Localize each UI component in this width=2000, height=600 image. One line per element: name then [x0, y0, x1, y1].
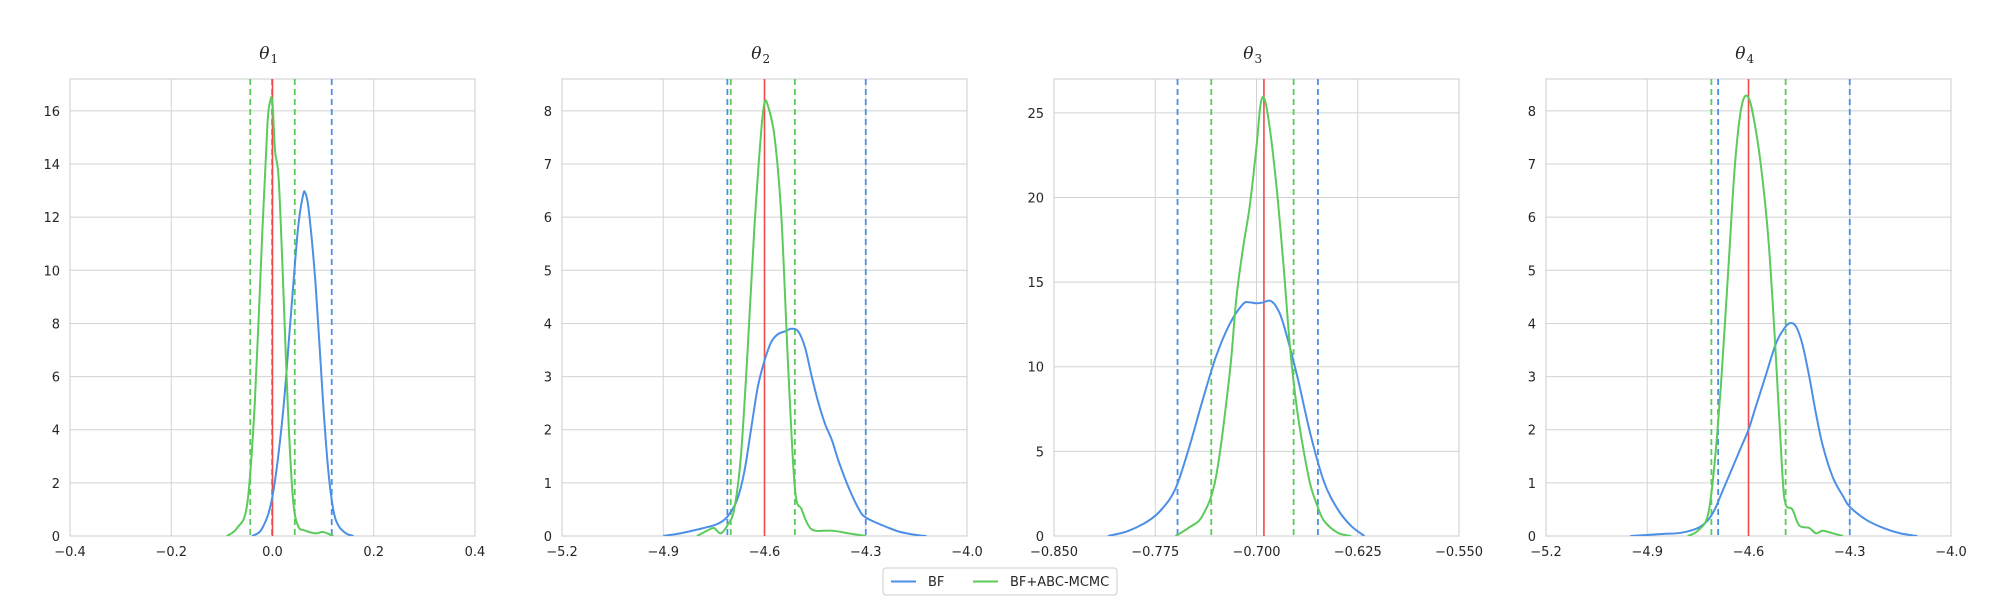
- x-tick-label: −4.9: [647, 545, 679, 560]
- legend-label-bf-abc-mcmc: BF+ABC-MCMC: [1010, 575, 1109, 590]
- x-tick-label: −0.550: [1435, 545, 1483, 560]
- panel-title-subscript: 3: [1255, 52, 1263, 66]
- y-tick-label: 4: [544, 317, 552, 332]
- plot-area: [663, 79, 927, 536]
- y-tick-label: 4: [1528, 317, 1536, 332]
- y-tick-label: 14: [43, 158, 60, 173]
- x-tick-label: 0.4: [465, 545, 486, 560]
- bf-abc-mcmc-density-curve: [1174, 95, 1352, 536]
- x-tick-label: −0.700: [1232, 545, 1280, 560]
- bf-abc-mcmc-density-curve: [1687, 94, 1844, 536]
- bf-abc-mcmc-density-curve: [696, 99, 866, 536]
- plot-area: [1107, 79, 1366, 536]
- panel-title-symbol: θ: [1243, 44, 1253, 64]
- x-tick-label: −0.4: [54, 545, 86, 560]
- panel-title-subscript: 2: [763, 52, 771, 66]
- y-tick-label: 10: [1027, 361, 1044, 376]
- y-tick-label: 8: [1528, 105, 1536, 120]
- x-tick-label: 0.2: [363, 545, 384, 560]
- y-tick-label: 1: [544, 477, 552, 492]
- bf-density-curve: [663, 327, 927, 536]
- y-tick-label: 7: [544, 158, 552, 173]
- panel-title-symbol: θ: [259, 44, 269, 64]
- y-tick-label: 0: [52, 530, 60, 545]
- y-tick-label: 4: [52, 424, 60, 439]
- y-tick-label: 6: [544, 211, 552, 226]
- x-tick-label: −4.3: [1834, 545, 1866, 560]
- y-tick-label: 16: [43, 105, 60, 120]
- x-tick-label: −0.2: [155, 545, 187, 560]
- bf-abc-mcmc-density-curve: [226, 96, 334, 536]
- panel-theta-1: −0.4 −0.2 0.0 0.2 0.4 0 2 4 6 8 10 12 14 16 θ 1: [43, 44, 485, 560]
- y-tick-label: 25: [1027, 107, 1044, 122]
- y-tick-label: 10: [43, 264, 60, 279]
- y-tick-label: 15: [1027, 276, 1044, 291]
- plot-area: [1630, 79, 1918, 536]
- y-tick-label: 2: [52, 477, 60, 492]
- legend-label-bf: BF: [928, 575, 944, 590]
- panel-title-subscript: 1: [271, 52, 279, 66]
- y-tick-label: 1: [1528, 477, 1536, 492]
- y-tick-label: 6: [1528, 211, 1536, 226]
- bf-density-curve: [251, 190, 354, 536]
- plot-frame: [1053, 78, 1460, 537]
- y-tick-label: 8: [544, 105, 552, 120]
- x-tick-label: −4.0: [1935, 545, 1967, 560]
- y-tick-label: 20: [1027, 191, 1044, 206]
- y-tick-label: 12: [43, 211, 60, 226]
- legend-frame: [882, 567, 1118, 596]
- y-tick-label: 5: [544, 264, 552, 279]
- y-tick-label: 0: [1528, 530, 1536, 545]
- y-tick-label: 2: [544, 424, 552, 439]
- bf-density-curve: [1107, 299, 1366, 536]
- x-tick-label: −0.850: [1030, 545, 1078, 560]
- legend: BF BF+ABC-MCMC: [882, 567, 1118, 596]
- y-tick-label: 0: [1036, 530, 1044, 545]
- y-tick-label: 5: [1528, 264, 1536, 279]
- panel-title-subscript: 4: [1747, 52, 1755, 66]
- y-tick-label: 2: [1528, 424, 1536, 439]
- x-tick-label: −0.625: [1334, 545, 1382, 560]
- x-tick-label: −4.3: [850, 545, 882, 560]
- x-tick-label: −4.0: [951, 545, 983, 560]
- x-tick-label: −4.6: [749, 545, 781, 560]
- x-tick-label: −0.775: [1131, 545, 1179, 560]
- x-tick-label: 0.0: [262, 545, 283, 560]
- panel-title-symbol: θ: [1735, 44, 1745, 64]
- y-tick-label: 3: [544, 371, 552, 386]
- panel-theta-3: −0.850 −0.775 −0.700 −0.625 −0.550 0 5 10 15 20 25…: [1027, 44, 1483, 560]
- y-tick-label: 8: [52, 317, 60, 332]
- y-tick-label: 7: [1528, 158, 1536, 173]
- y-tick-label: 6: [52, 371, 60, 386]
- plot-area: [226, 79, 354, 536]
- x-tick-label: −5.2: [1530, 545, 1562, 560]
- x-tick-label: −5.2: [546, 545, 578, 560]
- x-tick-label: −4.9: [1631, 545, 1663, 560]
- panel-title-symbol: θ: [751, 44, 761, 64]
- y-tick-label: 0: [544, 530, 552, 545]
- y-tick-label: 3: [1528, 371, 1536, 386]
- y-tick-label: 5: [1036, 445, 1044, 460]
- x-tick-label: −4.6: [1733, 545, 1765, 560]
